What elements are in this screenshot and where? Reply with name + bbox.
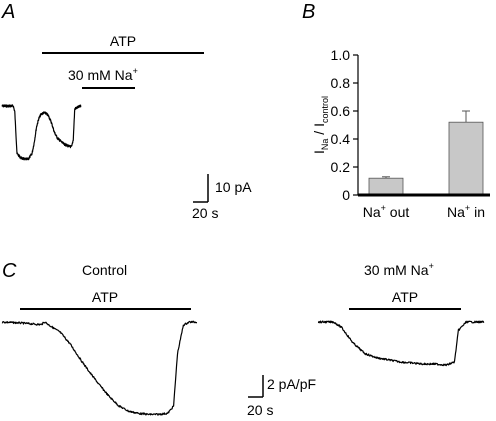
panel-a-letter: A [1,1,15,23]
scale-a-x-label: 20 s [192,205,218,221]
b-y-axis-label-control-subscript: control [320,96,330,123]
b-category-label-na-out: Na+ out [363,203,410,220]
atp-bar-label: ATP [110,33,136,49]
panel-b-letter: B [302,1,315,23]
b-y-axis-label-na-subscript: Na [320,139,330,151]
b-category-label-na-in: Na+ in [447,203,485,220]
sodium-bar-label-text: 30 mM Na [68,67,133,83]
sodium-bar-label: 30 mM Na+ [68,66,138,83]
scale-c-y-label: 2 pA/pF [267,376,316,392]
control-atp-label: ATP [92,289,118,305]
b-y-tick-label-4: 0.8 [331,75,351,91]
b-y-axis-label: INa / Icontrol [311,96,330,154]
sodium-bar-label-superscript: + [133,66,138,76]
panel-c: C Control ATP 30 mM Na+ ATP 2 pA/pF 20 s [1,260,485,418]
scale-a-y-label: 10 pA [215,179,252,195]
b-y-tick-label-2: 0.4 [331,131,351,147]
b-y-axis-label-i-control: / I [311,123,327,139]
sodium-trace-title-superscript: + [429,261,434,271]
b-y-tick-label-0: 0 [342,187,350,203]
b-y-axis-label-i-na: I [311,150,327,154]
b-y-tick-label-1: 0.2 [331,159,351,175]
scale-c-x-label: 20 s [247,402,273,418]
control-trace-title: Control [82,262,127,278]
bar-chart-b: 0 0.2 0.4 0.6 0.8 1.0 Na+ out Na+ in [331,47,485,220]
trace-sodium [317,320,485,367]
b-y-tick-label-5: 1.0 [331,47,351,63]
panel-c-letter: C [2,260,17,282]
panel-b: B 0 0.2 0.4 0.6 0.8 1.0 Na+ out Na+ in INa / Ic… [302,1,490,220]
bar-na-out [368,177,404,196]
sodium-trace-title-text: 30 mM Na [364,262,429,278]
sodium-trace-title: 30 mM Na+ [364,261,434,278]
bar-na-in [448,121,484,196]
trace-a-current [1,104,82,161]
trace-control [1,320,198,416]
sodium-atp-label: ATP [392,289,418,305]
panel-a: A ATP 30 mM Na+ 10 pA 20 s [1,1,252,221]
b-y-tick-label-3: 0.6 [331,103,351,119]
